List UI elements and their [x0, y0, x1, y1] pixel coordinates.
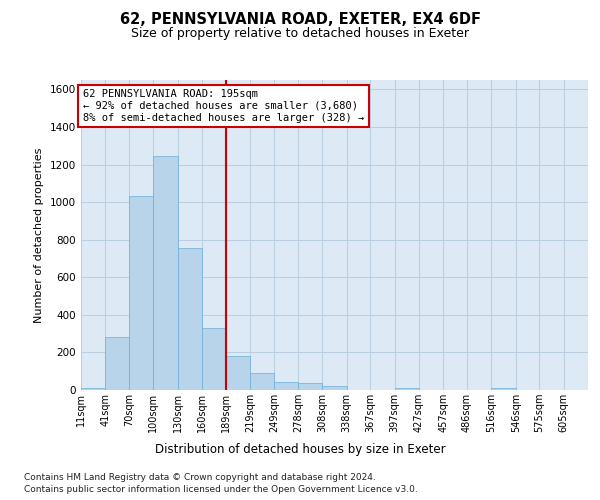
Text: 62 PENNSYLVANIA ROAD: 195sqm
← 92% of detached houses are smaller (3,680)
8% of : 62 PENNSYLVANIA ROAD: 195sqm ← 92% of de… — [83, 90, 364, 122]
Bar — [395, 388, 419, 390]
Bar — [322, 386, 347, 390]
Bar — [491, 388, 515, 390]
Text: Contains public sector information licensed under the Open Government Licence v3: Contains public sector information licen… — [24, 485, 418, 494]
Bar — [154, 156, 178, 390]
Y-axis label: Number of detached properties: Number of detached properties — [34, 148, 44, 322]
Bar — [274, 382, 298, 390]
Text: Distribution of detached houses by size in Exeter: Distribution of detached houses by size … — [155, 442, 445, 456]
Text: Size of property relative to detached houses in Exeter: Size of property relative to detached ho… — [131, 28, 469, 40]
Bar — [81, 388, 106, 390]
Bar — [250, 373, 274, 390]
Bar — [226, 356, 250, 390]
Text: Contains HM Land Registry data © Crown copyright and database right 2024.: Contains HM Land Registry data © Crown c… — [24, 472, 376, 482]
Bar — [129, 196, 154, 390]
Bar — [178, 248, 202, 390]
Bar — [298, 383, 322, 390]
Bar — [202, 328, 226, 390]
Bar — [106, 338, 129, 390]
Text: 62, PENNSYLVANIA ROAD, EXETER, EX4 6DF: 62, PENNSYLVANIA ROAD, EXETER, EX4 6DF — [119, 12, 481, 28]
